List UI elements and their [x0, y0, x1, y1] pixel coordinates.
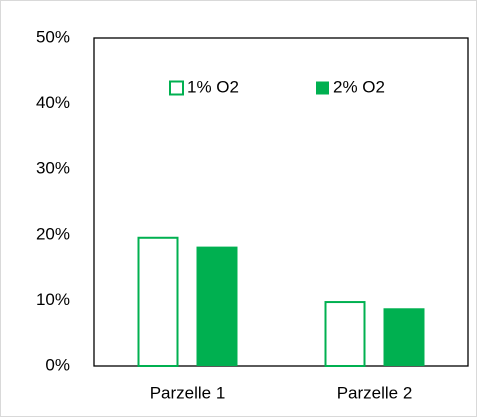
- y-tick-label: 0%: [45, 355, 70, 374]
- plot-frame: [93, 37, 469, 367]
- y-tick-label: 50%: [36, 27, 70, 46]
- bar: [196, 246, 238, 366]
- x-tick-label: Parzelle 2: [337, 383, 413, 402]
- y-tick-label: 20%: [36, 224, 70, 243]
- bar: [324, 301, 366, 367]
- legend-label: 2% O2: [333, 77, 385, 96]
- legend-swatch: [316, 81, 329, 95]
- legend-swatch: [169, 80, 184, 96]
- bar: [383, 308, 425, 366]
- bar: [137, 236, 179, 367]
- y-tick-label: 30%: [36, 159, 70, 178]
- y-tick-label: 10%: [36, 290, 70, 309]
- legend-label: 1% O2: [187, 77, 239, 96]
- y-tick-label: 40%: [36, 93, 70, 112]
- x-tick-label: Parzelle 1: [150, 383, 226, 402]
